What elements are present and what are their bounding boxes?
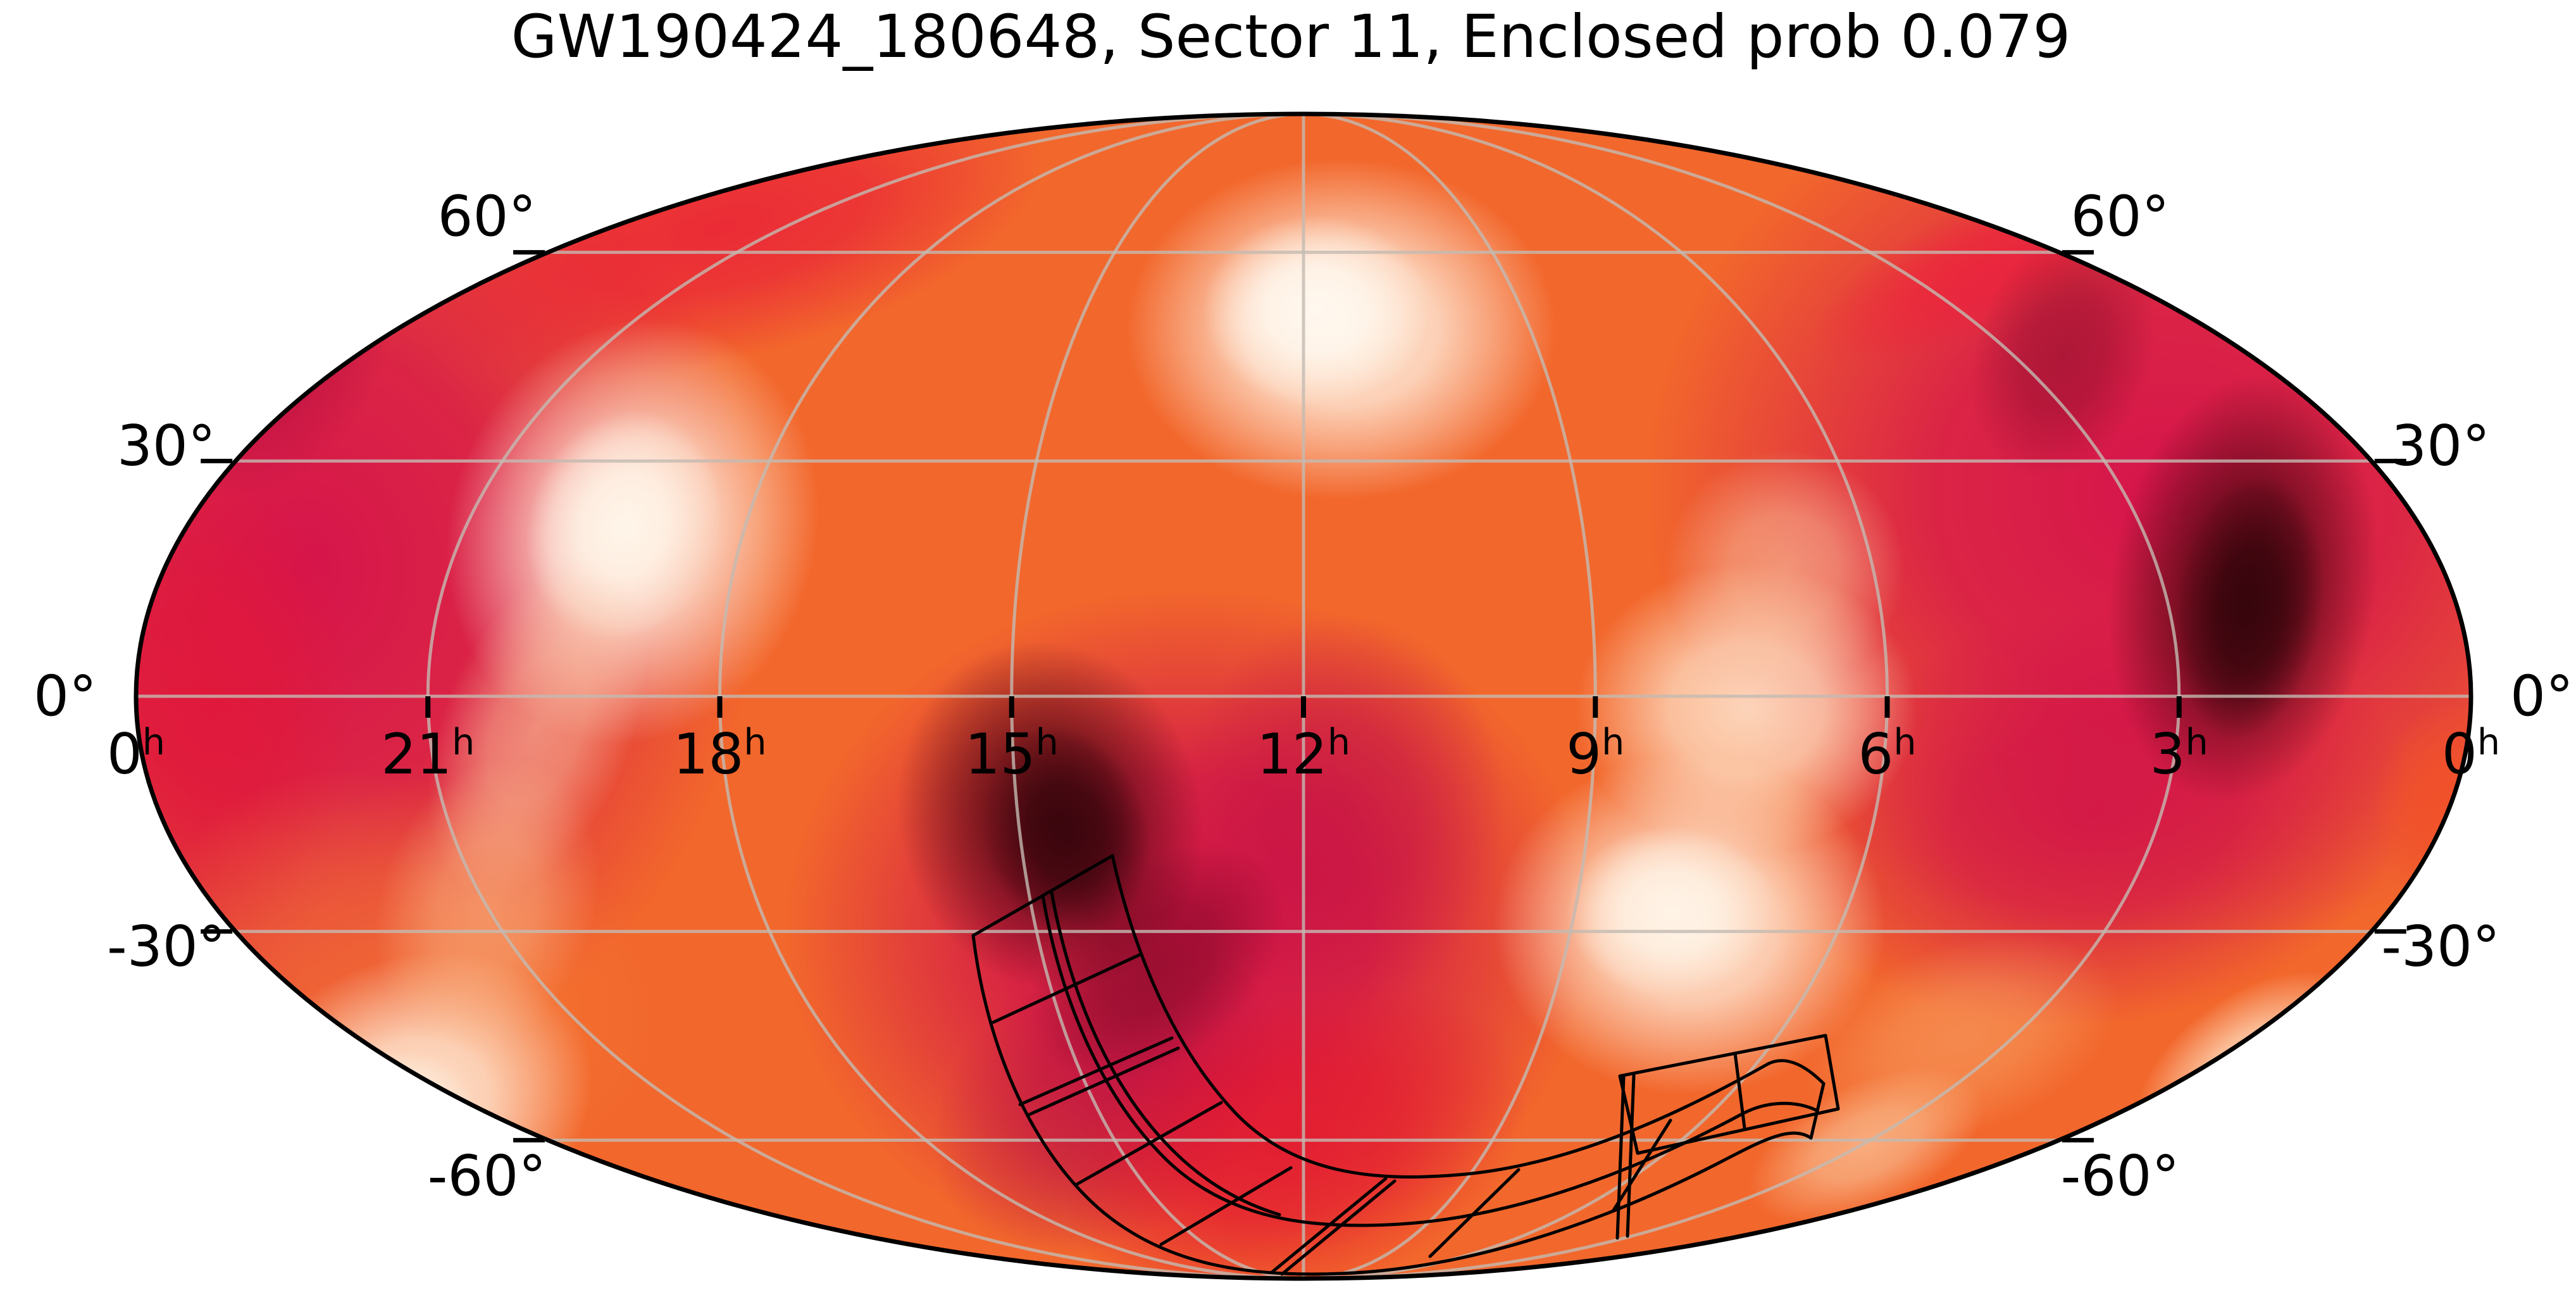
ra-label: 15h (965, 722, 1059, 787)
ra-label: 21h (381, 722, 475, 787)
dec-label-right: 30° (2391, 413, 2490, 479)
footprint-outline (1626, 1073, 1636, 1238)
footprint-outline (1050, 891, 1281, 1217)
probability-blob (1803, 932, 2120, 1144)
dec-label-left: 0° (34, 664, 97, 729)
probability-blobs (136, 114, 2471, 1279)
footprint-outline (1428, 1168, 1521, 1258)
footprint-outline (1280, 1179, 1397, 1276)
dec-label-left: 60° (437, 184, 536, 249)
ra-label: 9h (1566, 722, 1624, 787)
footprint-outline (1074, 1101, 1223, 1187)
probability-blob (2175, 475, 2324, 740)
ra-label: 0h (2442, 722, 2500, 787)
footprint-outline (1159, 1166, 1293, 1246)
axis-labels: 0h 21h 18h 15h 12h 9h 6h 3h 0h 60° 60° 30° 30° 0° 0° -3… (34, 184, 2573, 1208)
dec-label-left: -60° (428, 1144, 547, 1209)
map-outline (134, 111, 2473, 1281)
dec-label-left: -30° (107, 914, 226, 979)
footprint-outline (1615, 1075, 1626, 1240)
ra-label: 6h (1858, 722, 1916, 787)
footprint-outline (992, 953, 1142, 1024)
probability-blob (1031, 843, 1285, 1081)
footprint-outline (1111, 854, 1826, 1179)
axis-ticks (201, 250, 2406, 1142)
probability-field (136, 114, 2471, 1279)
dec-label-right: 60° (2071, 184, 2170, 249)
ra-label: 18h (673, 722, 766, 787)
sector-footprint (971, 854, 1840, 1276)
footprint-outline (1733, 1051, 1746, 1130)
probability-blob (1970, 230, 2156, 479)
dec-label-right: 0° (2510, 664, 2573, 729)
ra-label: 0h (107, 722, 165, 787)
probability-blob (1664, 449, 1905, 690)
footprint-outline (1612, 1118, 1672, 1212)
footprint-outline (1018, 1036, 1174, 1106)
probability-blob (1065, 980, 1529, 1279)
ra-label: 12h (1257, 722, 1350, 787)
footprint-outline (1270, 1177, 1388, 1274)
dec-label-right: -60° (2061, 1144, 2180, 1209)
ra-label: 3h (2150, 722, 2208, 787)
probability-blob (1566, 826, 1775, 997)
footprint-outline (971, 934, 1813, 1276)
dec-label-left: 30° (117, 413, 216, 479)
probability-blob (1202, 215, 1430, 405)
dec-label-right: -30° (2381, 914, 2500, 979)
plot-title: GW190424_180648, Sector 11, Enclosed pro… (511, 3, 2071, 72)
footprint-outline (1026, 1046, 1180, 1117)
